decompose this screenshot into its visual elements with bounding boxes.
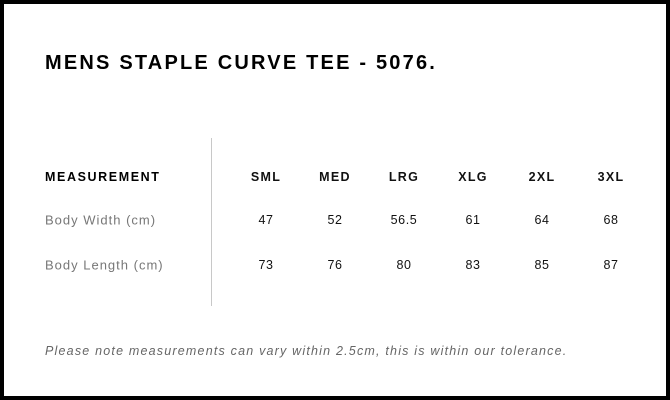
measurement-header: MEASUREMENT: [45, 170, 161, 184]
table-cell: 56.5: [390, 213, 418, 227]
table-cell: 85: [534, 258, 550, 272]
table-cell: 52: [327, 213, 343, 227]
table-cell: 47: [258, 213, 274, 227]
tolerance-note: Please note measurements can vary within…: [45, 344, 568, 358]
page-title: MENS STAPLE CURVE TEE - 5076.: [45, 52, 438, 74]
table-cell: 73: [258, 258, 274, 272]
size-header-sml: SML: [250, 170, 282, 184]
table-cell: 83: [465, 258, 481, 272]
size-header-2xl: 2XL: [528, 170, 556, 184]
table-cell: 80: [396, 258, 412, 272]
table-cell: 68: [603, 213, 619, 227]
size-header-xlg: XLG: [458, 170, 488, 184]
column-divider: [211, 138, 212, 306]
row-label-body-width: Body Width (cm): [45, 212, 157, 228]
table-cell: 64: [534, 213, 550, 227]
table-cell: 76: [327, 258, 343, 272]
size-header-lrg: LRG: [388, 170, 420, 184]
size-header-3xl: 3XL: [597, 170, 625, 184]
size-header-med: MED: [319, 170, 351, 184]
size-chart: MENS STAPLE CURVE TEE - 5076. MEASUREMEN…: [4, 4, 666, 396]
row-label-body-length: Body Length (cm): [45, 257, 164, 273]
table-cell: 61: [465, 213, 481, 227]
table-cell: 87: [603, 258, 619, 272]
